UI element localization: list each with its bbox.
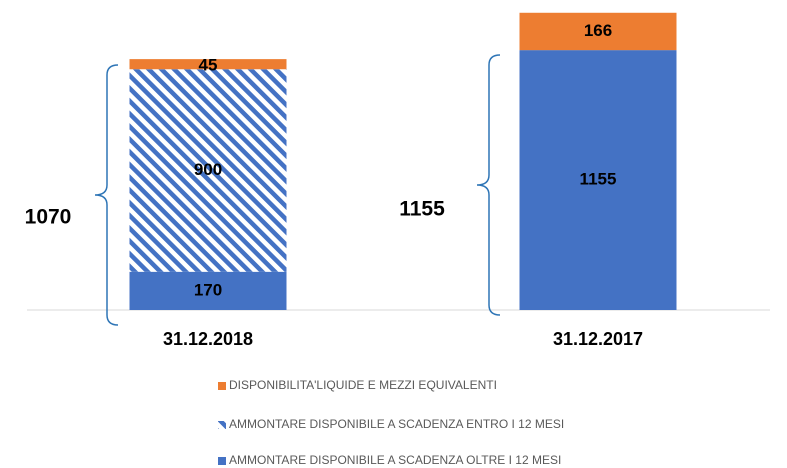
data-label: 166 [584, 21, 612, 40]
legend-label: AMMONTARE DISPONIBILE A SCADENZA OLTRE I… [229, 453, 561, 467]
data-label: 1155 [580, 170, 617, 189]
brace [94, 64, 119, 326]
legend-label: AMMONTARE DISPONIBILE A SCADENZA ENTRO I… [229, 417, 564, 431]
total-annotation: 1070 [25, 206, 72, 229]
legend-swatch [218, 421, 226, 429]
data-label: 45 [199, 56, 218, 75]
bar-segment [519, 50, 677, 310]
bar-segment [129, 69, 287, 272]
x-tick-label: 31.12.2018 [163, 329, 253, 349]
legend-swatch [218, 382, 226, 390]
total-annotation: 1155 [399, 198, 445, 221]
data-label: 170 [194, 280, 222, 299]
bar-segment [129, 59, 287, 70]
brace [476, 54, 501, 316]
legend-swatch [218, 457, 226, 465]
bar-segment [129, 271, 287, 310]
x-tick-label: 31.12.2017 [553, 329, 643, 349]
bar-segment [519, 12, 677, 51]
data-label: 900 [194, 160, 222, 179]
legend-label: DISPONIBILITA'LIQUIDE E MEZZI EQUIVALENT… [229, 378, 497, 392]
